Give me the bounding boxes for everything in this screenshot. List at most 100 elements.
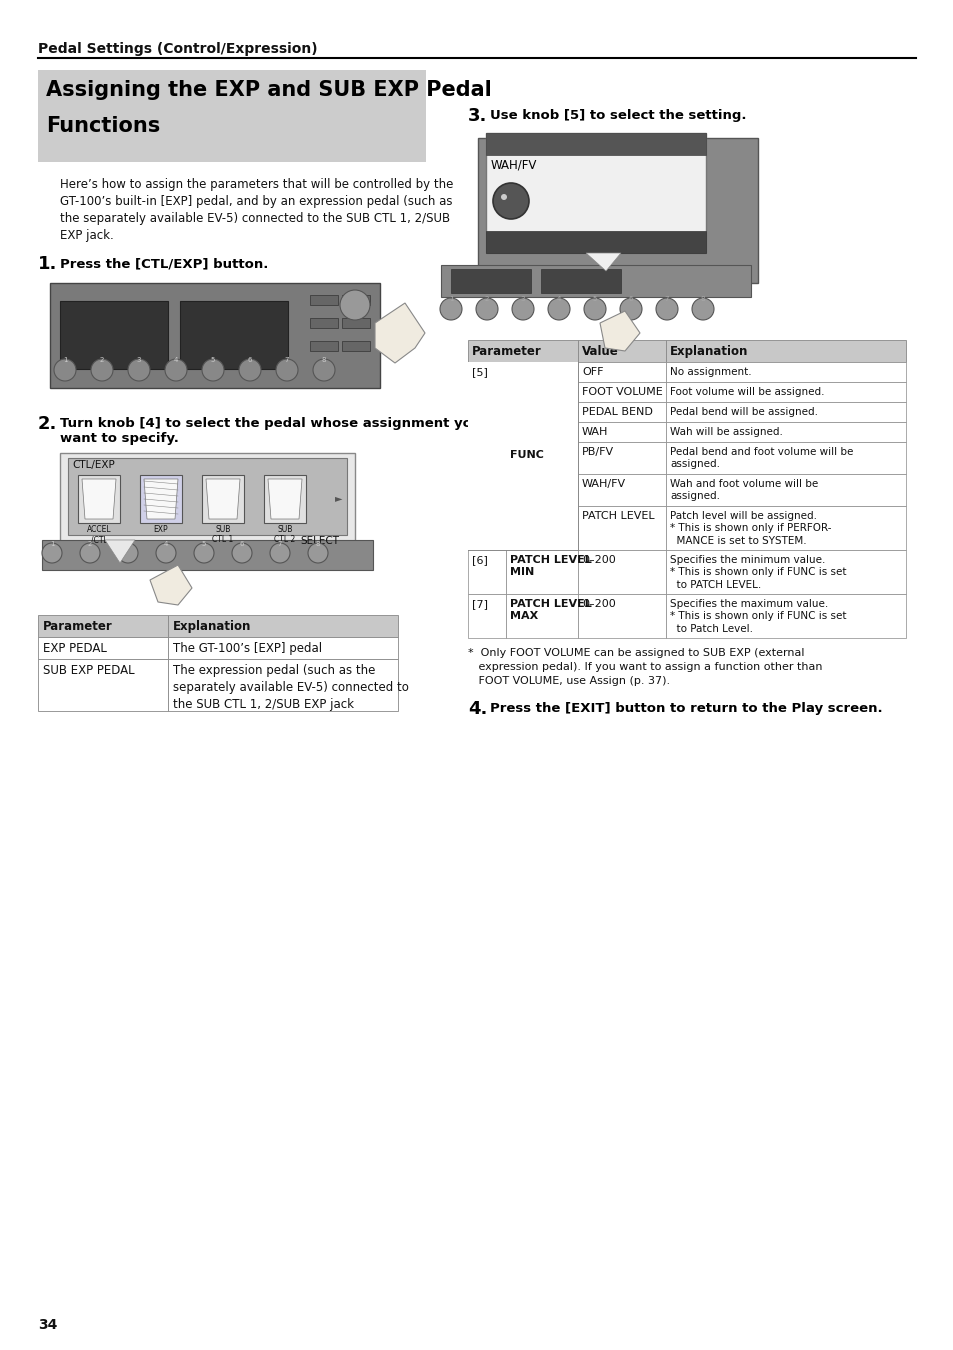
Text: ACCEL
/CTL: ACCEL /CTL xyxy=(87,525,112,544)
Text: 1: 1 xyxy=(693,136,700,147)
Text: PATCH LEVEL: PATCH LEVEL xyxy=(581,512,654,521)
Circle shape xyxy=(202,359,224,381)
Bar xyxy=(485,134,705,252)
Bar xyxy=(505,506,578,549)
Text: 4.: 4. xyxy=(468,701,487,718)
Text: WAH: WAH xyxy=(581,427,608,437)
Bar xyxy=(505,402,578,423)
Bar xyxy=(578,474,665,506)
Text: Press the [EXIT] button to return to the Play screen.: Press the [EXIT] button to return to the… xyxy=(490,702,882,716)
Text: Parameter: Parameter xyxy=(472,346,541,358)
Circle shape xyxy=(583,298,605,320)
Polygon shape xyxy=(585,252,620,271)
Text: Use knob [5] to select the setting.: Use knob [5] to select the setting. xyxy=(490,109,745,122)
Circle shape xyxy=(476,298,497,320)
Text: FUNC: FUNC xyxy=(510,450,543,460)
Bar xyxy=(38,616,168,637)
Bar xyxy=(42,540,373,570)
Text: 8: 8 xyxy=(321,356,326,363)
Bar xyxy=(310,319,337,328)
Circle shape xyxy=(156,543,175,563)
Text: Turn knob [4] to select the pedal whose assignment you
want to specify.: Turn knob [4] to select the pedal whose … xyxy=(60,417,481,446)
Text: 34: 34 xyxy=(38,1318,57,1332)
Circle shape xyxy=(118,543,138,563)
Text: 8: 8 xyxy=(700,296,704,302)
Bar xyxy=(665,382,905,402)
Bar xyxy=(468,402,505,423)
Text: *  Only FOOT VOLUME can be assigned to SUB EXP (external: * Only FOOT VOLUME can be assigned to SU… xyxy=(468,648,803,657)
Text: Functions: Functions xyxy=(46,116,160,136)
Bar xyxy=(468,362,505,382)
Bar xyxy=(440,265,750,297)
Text: 6: 6 xyxy=(628,296,633,302)
Bar xyxy=(468,549,505,594)
Text: 7: 7 xyxy=(664,296,669,302)
Text: The expression pedal (such as the
separately available EV-5) connected to
the SU: The expression pedal (such as the separa… xyxy=(172,664,409,711)
Bar xyxy=(468,362,505,549)
Bar xyxy=(38,70,426,162)
Text: 3: 3 xyxy=(136,356,141,363)
Circle shape xyxy=(691,298,713,320)
Bar xyxy=(665,549,905,594)
Bar xyxy=(468,423,505,441)
Polygon shape xyxy=(375,302,424,363)
Text: FOOT VOLUME: FOOT VOLUME xyxy=(581,387,662,397)
Text: Foot volume will be assigned.: Foot volume will be assigned. xyxy=(669,387,823,397)
Bar xyxy=(168,637,397,659)
Bar xyxy=(310,342,337,351)
Text: Wah will be assigned.: Wah will be assigned. xyxy=(669,427,782,437)
Text: Pedal Settings (Control/Expression): Pedal Settings (Control/Expression) xyxy=(38,42,317,55)
Polygon shape xyxy=(268,479,302,518)
Text: 5: 5 xyxy=(202,541,206,547)
Circle shape xyxy=(80,543,100,563)
Polygon shape xyxy=(599,310,639,351)
Circle shape xyxy=(619,298,641,320)
Text: No assignment.: No assignment. xyxy=(669,367,751,377)
Circle shape xyxy=(339,290,370,320)
Text: PATCH LEVEL
MIN: PATCH LEVEL MIN xyxy=(510,555,591,576)
Bar xyxy=(665,340,905,362)
Bar xyxy=(578,382,665,402)
Text: SELECT: SELECT xyxy=(299,536,338,545)
Polygon shape xyxy=(105,540,135,563)
Text: 7: 7 xyxy=(277,541,282,547)
Text: Value: Value xyxy=(581,346,618,358)
Bar xyxy=(264,475,306,522)
Text: Wah and foot volume will be
assigned.: Wah and foot volume will be assigned. xyxy=(669,479,818,501)
Text: [6]: [6] xyxy=(472,555,487,566)
Text: [5]: [5] xyxy=(472,367,487,377)
Circle shape xyxy=(193,543,213,563)
Text: Parameter: Parameter xyxy=(43,620,112,633)
Bar xyxy=(578,340,665,362)
Text: SUB
CTL 1: SUB CTL 1 xyxy=(213,525,233,544)
Text: ►: ► xyxy=(335,493,342,504)
Text: Press the [CTL/EXP] button.: Press the [CTL/EXP] button. xyxy=(60,256,268,270)
Text: 4: 4 xyxy=(557,296,560,302)
Text: expression pedal). If you want to assign a function other than: expression pedal). If you want to assign… xyxy=(468,662,821,672)
Text: Here’s how to assign the parameters that will be controlled by the
GT-100’s buil: Here’s how to assign the parameters that… xyxy=(60,178,453,242)
Text: Explanation: Explanation xyxy=(172,620,251,633)
Bar xyxy=(578,402,665,423)
Bar xyxy=(578,423,665,441)
Bar xyxy=(578,441,665,474)
Bar xyxy=(665,594,905,639)
Text: WAH/FV: WAH/FV xyxy=(581,479,625,489)
Text: Pedal bend and foot volume will be
assigned.: Pedal bend and foot volume will be assig… xyxy=(669,447,853,470)
Bar xyxy=(468,594,505,639)
Circle shape xyxy=(656,298,678,320)
Bar xyxy=(665,441,905,474)
Text: CTL/EXP: CTL/EXP xyxy=(71,460,114,470)
Text: 3: 3 xyxy=(520,296,525,302)
Text: 4: 4 xyxy=(164,541,168,547)
Bar xyxy=(468,340,578,362)
Bar xyxy=(505,549,578,594)
Text: 1: 1 xyxy=(63,356,67,363)
Bar xyxy=(665,362,905,382)
Text: 2: 2 xyxy=(88,541,92,547)
Bar xyxy=(468,382,505,402)
Bar xyxy=(505,594,578,639)
Bar xyxy=(665,402,905,423)
Text: 2: 2 xyxy=(100,356,104,363)
Bar xyxy=(505,362,578,382)
Text: WAH/FV: WAH/FV xyxy=(491,159,537,171)
